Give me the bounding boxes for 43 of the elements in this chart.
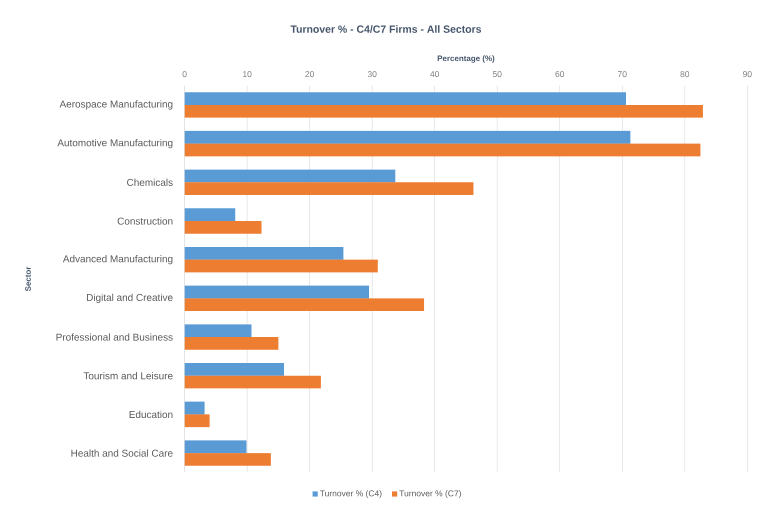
- x-tick-label: 90: [742, 71, 752, 78]
- bar: [184, 246, 344, 260]
- y-tick-label: Tourism and Leisure: [84, 372, 173, 380]
- bar: [184, 440, 246, 454]
- y-tick-label: Chemicals: [127, 178, 173, 186]
- bar: [184, 414, 210, 428]
- x-tick-label: 20: [305, 71, 314, 78]
- x-tick-label: 40: [430, 71, 440, 78]
- bar: [184, 453, 271, 466]
- bar: [184, 170, 396, 182]
- x-tick-label: 10: [243, 71, 252, 78]
- y-tick-label: Digital and Creative: [86, 294, 173, 303]
- y-tick-label: Aerospace Manufacturing: [60, 100, 172, 110]
- bar: [184, 130, 630, 144]
- x-tick-label: 70: [618, 71, 627, 78]
- bar: [184, 104, 703, 118]
- x-tick-label: 50: [492, 71, 502, 78]
- x-tick-label: 0: [182, 71, 187, 78]
- bar: [184, 363, 284, 376]
- x-tick-label: 80: [680, 71, 690, 78]
- y-tick-label: Education: [130, 410, 172, 418]
- x-tick-label: 60: [555, 71, 564, 78]
- y-tick-label: Automotive Manufacturing: [57, 138, 172, 148]
- bar: [184, 182, 474, 196]
- x-tick-label: 30: [368, 71, 377, 78]
- legend-label: Turnover % (C4): [320, 490, 382, 498]
- bar: [184, 298, 424, 312]
- bar: [184, 92, 626, 105]
- y-tick-label: Advanced Manufacturing: [62, 255, 172, 264]
- y-tick-label: Construction: [118, 217, 172, 225]
- y-tick-label: Professional and Business: [56, 333, 173, 341]
- bar: [184, 144, 700, 156]
- bar: [184, 337, 278, 350]
- bar: [184, 208, 236, 221]
- bar: [184, 286, 370, 298]
- bar: [184, 324, 252, 338]
- chart-title: Turnover % - C4/C7 Firms - All Sectors: [290, 25, 482, 33]
- bar: [184, 402, 205, 414]
- bar: [184, 260, 378, 272]
- y-tick-label: Health and Social Care: [71, 449, 173, 457]
- bar: [184, 376, 321, 388]
- bar: [184, 220, 262, 234]
- legend-label: Turnover % (C7): [399, 490, 461, 498]
